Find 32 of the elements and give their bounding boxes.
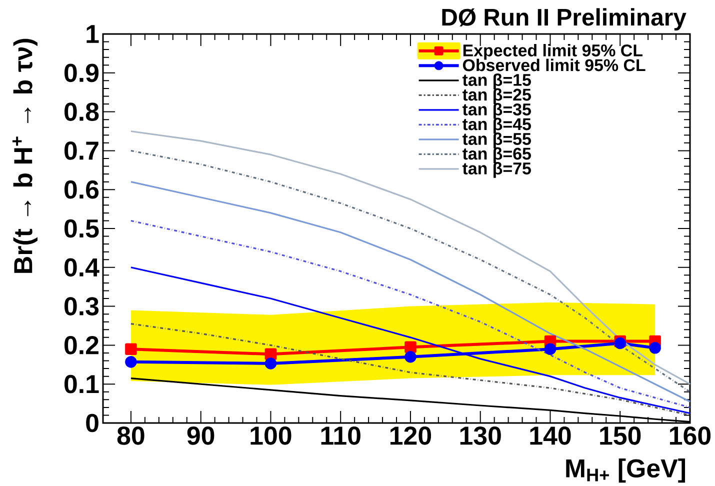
- x-tick-label: 100: [250, 426, 292, 445]
- y-tick-label: 0.3: [64, 297, 99, 316]
- legend-label: tan β=55: [462, 132, 531, 148]
- x-tick-label: 110: [321, 426, 360, 445]
- y-tick-label: 0.1: [64, 374, 99, 394]
- x-tick-label: 80: [117, 426, 144, 445]
- x-tick-label: 90: [187, 426, 214, 445]
- legend-label: tan β=25: [462, 88, 531, 104]
- legend-label: tan β=35: [462, 103, 531, 119]
- x-axis-title: M$_{H+}$ [GeV]: [566, 458, 686, 483]
- y-axis-title: Br(t → b H$^{+}$ → b τν): [12, 38, 38, 273]
- legend-label: tan β=65: [462, 147, 531, 164]
- chart-title: DØ Run II Preliminary: [442, 8, 686, 30]
- y-tick-label: 0.5: [64, 219, 99, 238]
- y-tick-label: 1: [86, 25, 99, 43]
- legend-label: Expected limit 95% CL: [463, 44, 642, 60]
- y-tick-label: 0.2: [64, 336, 98, 354]
- legend-label: tan β=15: [462, 74, 531, 90]
- y-tick-label: 0.8: [64, 102, 99, 121]
- y-tick-label: 0.7: [64, 142, 98, 160]
- y-tick-label: 0: [86, 414, 98, 432]
- x-tick-label: 130: [460, 426, 501, 445]
- x-tick-label: 140: [530, 426, 571, 445]
- legend-label: Observed limit 95% CL: [462, 58, 646, 72]
- y-tick-label: 0.9: [64, 64, 99, 82]
- legend-label: tan β=45: [462, 118, 531, 134]
- x-tick-label: 160: [670, 426, 711, 445]
- y-tick-label: 0.4: [64, 258, 100, 277]
- x-tick-label: 120: [390, 426, 432, 445]
- legend-label: tan β=75: [462, 162, 531, 178]
- x-tick-label: 150: [600, 426, 641, 445]
- y-tick-label: 0.6: [64, 180, 99, 199]
